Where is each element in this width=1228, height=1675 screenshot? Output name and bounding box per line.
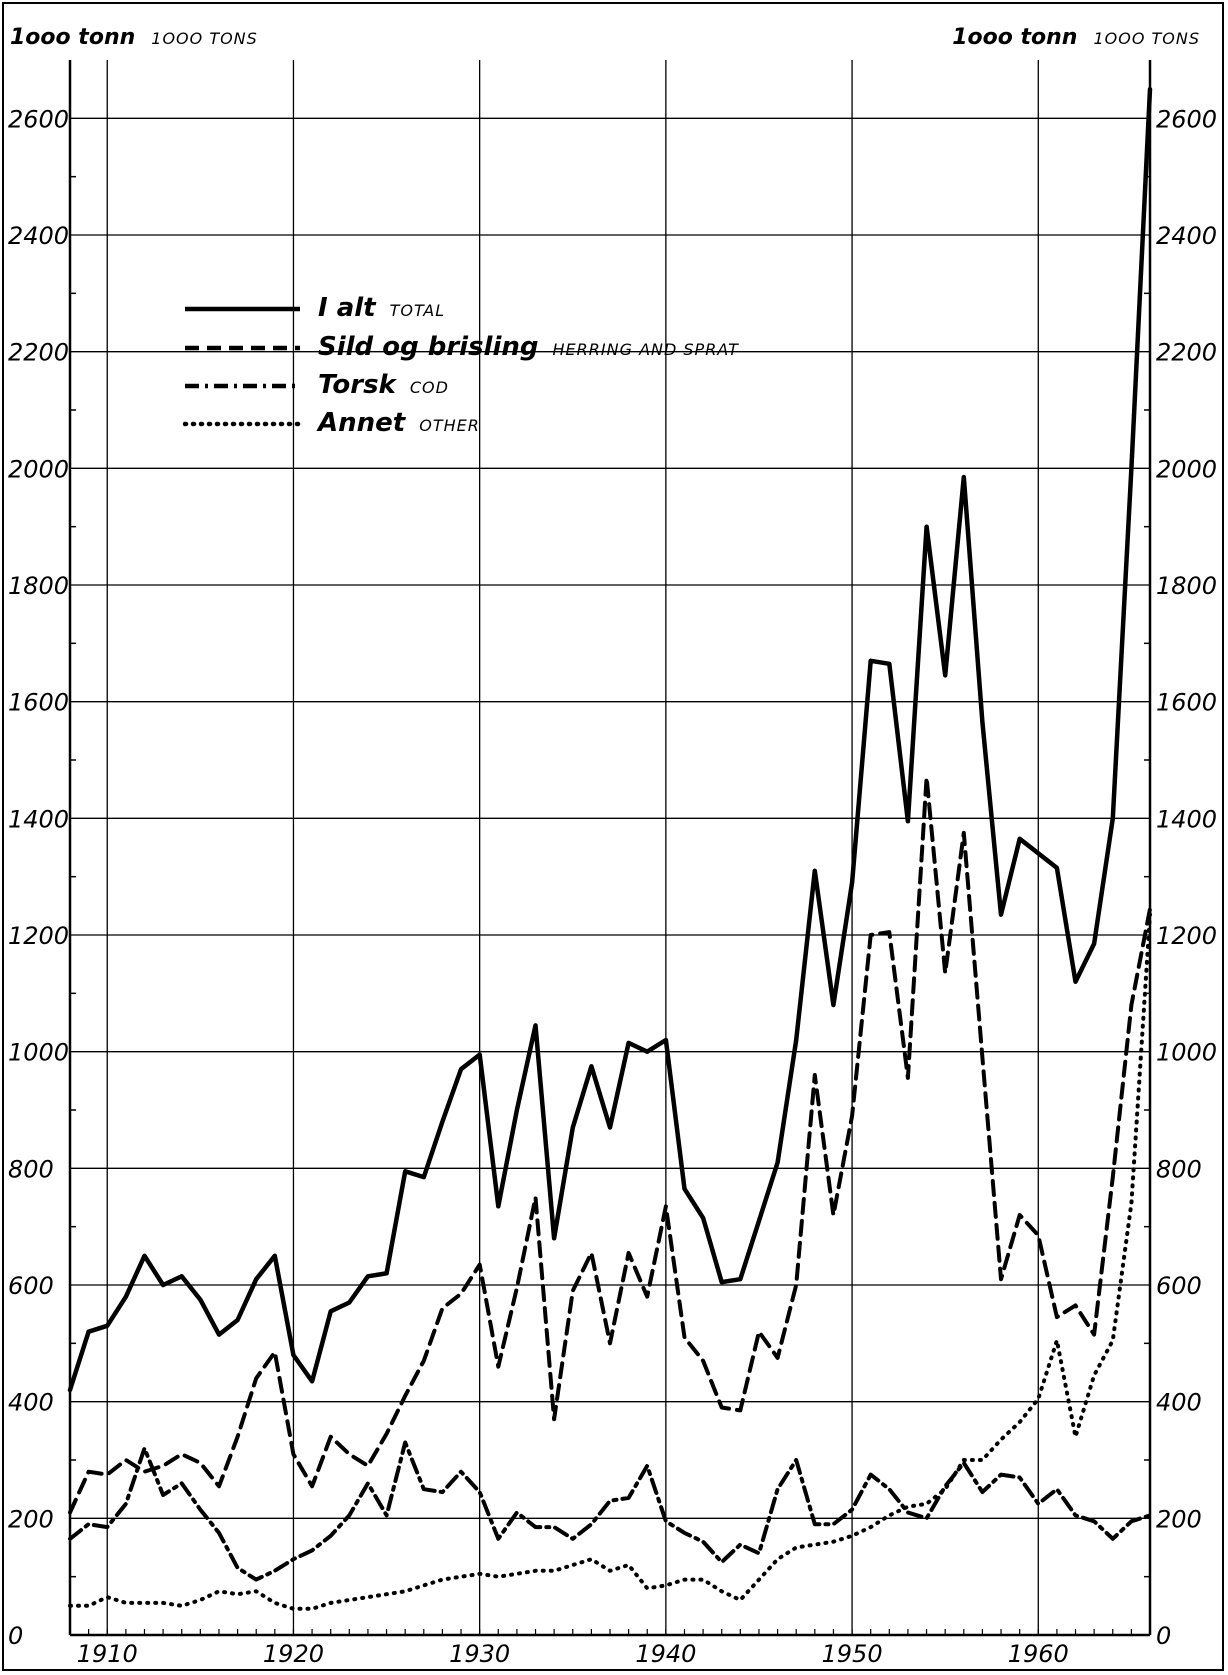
x-tick-label: 1920 bbox=[263, 1640, 324, 1668]
y-tick-label-left: 1400 bbox=[8, 805, 69, 833]
y-tick-label-right: 800 bbox=[1156, 1155, 1202, 1183]
svg-text:Annet OTHER: Annet OTHER bbox=[316, 408, 480, 438]
y-tick-label-left: 2000 bbox=[8, 455, 69, 483]
svg-text:I alt TOTAL: I alt TOTAL bbox=[318, 293, 445, 323]
y-tick-label-left: 800 bbox=[8, 1155, 54, 1183]
axes bbox=[68, 60, 1152, 1637]
y-tick-label-right: 1200 bbox=[1156, 922, 1217, 950]
y-tick-label-right: 2400 bbox=[1156, 222, 1217, 250]
y-tick-label-left: 2400 bbox=[8, 222, 69, 250]
y-tick-label-right: 1800 bbox=[1156, 572, 1217, 600]
legend-label-herring: Sild og brisling bbox=[318, 332, 539, 362]
legend-label-cod-en: COD bbox=[410, 378, 449, 397]
x-tick-label: 1910 bbox=[77, 1640, 138, 1668]
svg-text:Torsk COD: Torsk COD bbox=[318, 370, 449, 400]
y-tick-label-right: 2200 bbox=[1156, 339, 1217, 367]
y-unit-left-main: 1ooo tonn bbox=[10, 25, 135, 50]
y-tick-label-right: 1000 bbox=[1156, 1039, 1217, 1067]
y-tick-label-left: 400 bbox=[8, 1389, 54, 1417]
legend-item-cod: Torsk COD bbox=[185, 370, 449, 400]
series-line-other bbox=[68, 912, 1152, 1611]
legend-item-other: Annet OTHER bbox=[182, 408, 480, 438]
y-tick-label-right: 2000 bbox=[1156, 455, 1217, 483]
y-tick-label-right: 1400 bbox=[1156, 805, 1217, 833]
x-tick-label: 1940 bbox=[635, 1640, 696, 1668]
y-tick-label-left: 1000 bbox=[8, 1039, 69, 1067]
y-tick-label-right: 0 bbox=[1156, 1622, 1171, 1650]
y-tick-label-right: 600 bbox=[1156, 1272, 1202, 1300]
legend-label-herring-en: HERRING AND SPRAT bbox=[553, 340, 740, 359]
series-line-cod bbox=[68, 1440, 1152, 1582]
tick-labels: 0 0 200 200 400 400 600 600 800 800 1000 1000 1200 12… bbox=[8, 105, 1217, 1668]
legend-item-herring: Sild og brisling HERRING AND SPRAT bbox=[185, 332, 739, 362]
y-tick-label-right: 200 bbox=[1156, 1505, 1202, 1533]
x-tick-label: 1960 bbox=[1008, 1640, 1069, 1668]
y-tick-label-right: 400 bbox=[1156, 1389, 1202, 1417]
legend-item-total: I alt TOTAL bbox=[185, 293, 445, 323]
y-tick-label-left: 2200 bbox=[8, 339, 69, 367]
y-tick-label-right: 1600 bbox=[1156, 689, 1217, 717]
y-tick-label-right: 2600 bbox=[1156, 105, 1217, 133]
legend-label-total: I alt bbox=[318, 293, 377, 323]
legend-label-cod: Torsk bbox=[318, 370, 398, 400]
y-unit-right-main: 1ooo tonn bbox=[952, 25, 1077, 50]
y-tick-label-left: 1200 bbox=[8, 922, 69, 950]
y-tick-label-left: 0 bbox=[8, 1622, 23, 1650]
legend-label-other-en: OTHER bbox=[419, 416, 480, 435]
x-tick-label: 1950 bbox=[822, 1640, 883, 1668]
svg-text:Sild og brisling HERRI: Sild og brisling HERRING AND SPRAT bbox=[318, 332, 739, 362]
legend: I alt TOTAL Sild og brisling HERRING AND… bbox=[182, 293, 739, 438]
y-tick-label-left: 2600 bbox=[8, 105, 69, 133]
y-unit-left: 1ooo tonn 1OOO TONS bbox=[10, 25, 258, 50]
x-tick-label: 1930 bbox=[449, 1640, 510, 1668]
y-tick-label-left: 600 bbox=[8, 1272, 54, 1300]
y-unit-right: 1ooo tonn 1OOO TONS bbox=[952, 25, 1200, 50]
y-unit-left-sub: 1OOO TONS bbox=[151, 29, 258, 48]
legend-label-other: Annet bbox=[316, 408, 407, 438]
grid bbox=[70, 60, 1150, 1635]
series-line-herring bbox=[68, 775, 1152, 1515]
y-tick-label-left: 200 bbox=[8, 1505, 54, 1533]
y-unit-right-sub: 1OOO TONS bbox=[1093, 29, 1200, 48]
y-tick-label-left: 1800 bbox=[8, 572, 69, 600]
y-tick-label-left: 1600 bbox=[8, 689, 69, 717]
series-line-total bbox=[67, 86, 1153, 1393]
legend-label-total-en: TOTAL bbox=[390, 301, 446, 320]
series-lines bbox=[67, 86, 1153, 1611]
